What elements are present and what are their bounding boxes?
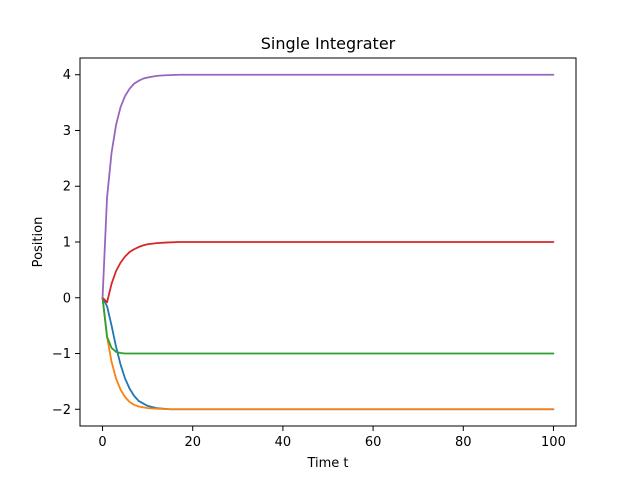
ticks-layer: 0 20 40 60 80 100 −2 −1 0 1 2 3 4 <box>52 68 566 450</box>
series-line-5 <box>101 73 555 299</box>
y-tick-label: −1 <box>52 347 71 362</box>
x-tick-label: 20 <box>184 435 201 450</box>
series-line-2 <box>101 296 555 411</box>
x-tick-label: 80 <box>455 435 472 450</box>
y-axis-label: Position <box>31 217 46 268</box>
plot-frame <box>79 57 577 427</box>
y-tick-label: 0 <box>63 291 71 306</box>
x-tick-label: 60 <box>365 435 382 450</box>
y-tick-label: −2 <box>52 403 71 418</box>
series-line-3 <box>101 296 555 355</box>
x-axis-label: Time t <box>306 456 348 471</box>
series-layer <box>101 73 555 411</box>
y-tick-label: 3 <box>63 124 71 139</box>
chart-title: Single Integrater <box>261 34 396 53</box>
y-tick-label: 1 <box>63 236 71 251</box>
y-tick-label: 4 <box>63 68 71 83</box>
x-tick-label: 0 <box>98 435 106 450</box>
series-line-4 <box>101 241 555 304</box>
x-tick-label: 40 <box>275 435 292 450</box>
x-tick-label: 100 <box>541 435 566 450</box>
y-tick-label: 2 <box>63 180 71 195</box>
